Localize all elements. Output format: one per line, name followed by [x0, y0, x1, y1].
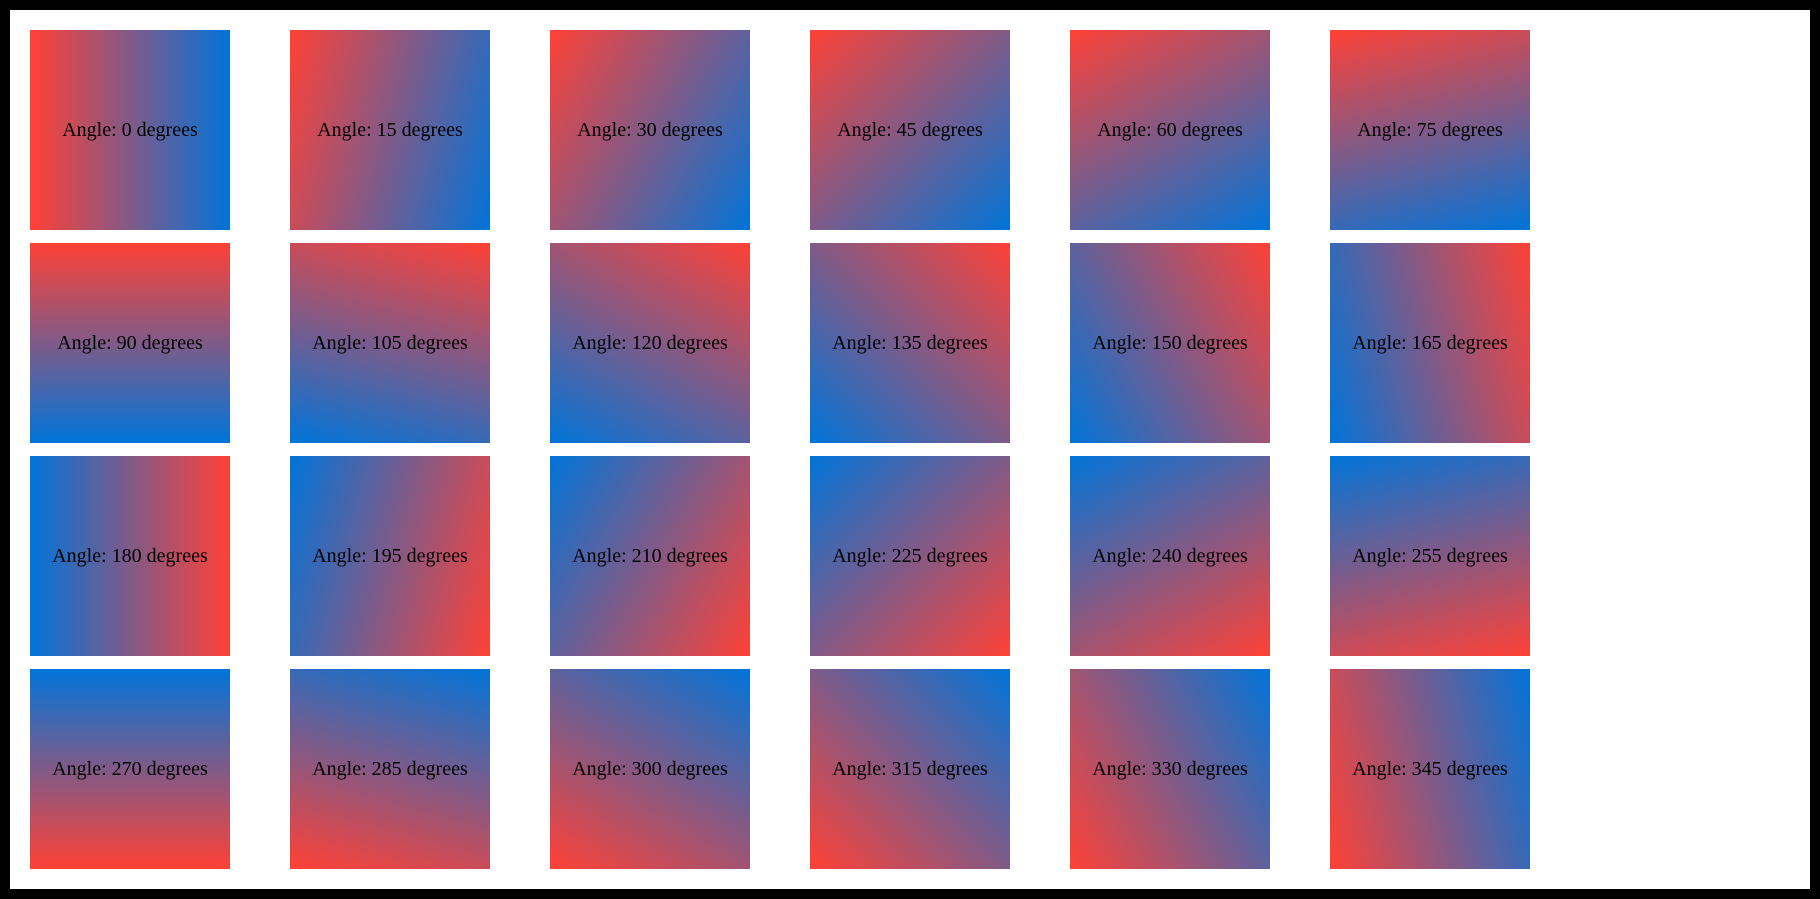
gradient-tile-label: Angle: 270 degrees: [52, 757, 208, 780]
gradient-tile: Angle: 210 degrees: [550, 456, 750, 656]
gradient-tile-label: Angle: 45 degrees: [837, 118, 983, 141]
gradient-grid: Angle: 0 degrees Angle: 15 degrees Angle…: [10, 10, 1810, 889]
gradient-tile-label: Angle: 30 degrees: [577, 118, 723, 141]
gradient-tile: Angle: 75 degrees: [1330, 30, 1530, 230]
gradient-tile: Angle: 120 degrees: [550, 243, 750, 443]
gradient-tile-label: Angle: 105 degrees: [312, 331, 468, 354]
gradient-tile-label: Angle: 0 degrees: [62, 118, 198, 141]
gradient-tile: Angle: 0 degrees: [30, 30, 230, 230]
gradient-tile-label: Angle: 195 degrees: [312, 544, 468, 567]
gradient-tile: Angle: 315 degrees: [810, 669, 1010, 869]
gradient-tile: Angle: 285 degrees: [290, 669, 490, 869]
gradient-tile: Angle: 300 degrees: [550, 669, 750, 869]
gradient-tile: Angle: 15 degrees: [290, 30, 490, 230]
gradient-tile-label: Angle: 285 degrees: [312, 757, 468, 780]
gradient-tile: Angle: 30 degrees: [550, 30, 750, 230]
gradient-tile-label: Angle: 60 degrees: [1097, 118, 1243, 141]
gradient-tile-label: Angle: 255 degrees: [1352, 544, 1508, 567]
gradient-tile-label: Angle: 90 degrees: [57, 331, 203, 354]
page-canvas: Angle: 0 degrees Angle: 15 degrees Angle…: [10, 10, 1810, 889]
gradient-tile: Angle: 60 degrees: [1070, 30, 1270, 230]
gradient-tile-label: Angle: 300 degrees: [572, 757, 728, 780]
gradient-tile: Angle: 270 degrees: [30, 669, 230, 869]
gradient-tile-label: Angle: 150 degrees: [1092, 331, 1248, 354]
gradient-tile: Angle: 255 degrees: [1330, 456, 1530, 656]
gradient-tile: Angle: 180 degrees: [30, 456, 230, 656]
gradient-tile-label: Angle: 240 degrees: [1092, 544, 1248, 567]
gradient-tile: Angle: 330 degrees: [1070, 669, 1270, 869]
gradient-tile: Angle: 345 degrees: [1330, 669, 1530, 869]
gradient-tile-label: Angle: 345 degrees: [1352, 757, 1508, 780]
gradient-tile: Angle: 105 degrees: [290, 243, 490, 443]
gradient-tile: Angle: 165 degrees: [1330, 243, 1530, 443]
gradient-tile: Angle: 135 degrees: [810, 243, 1010, 443]
gradient-tile-label: Angle: 135 degrees: [832, 331, 988, 354]
gradient-tile-label: Angle: 180 degrees: [52, 544, 208, 567]
gradient-tile-label: Angle: 225 degrees: [832, 544, 988, 567]
gradient-tile-label: Angle: 15 degrees: [317, 118, 463, 141]
gradient-tile: Angle: 45 degrees: [810, 30, 1010, 230]
gradient-tile-label: Angle: 315 degrees: [832, 757, 988, 780]
gradient-tile-label: Angle: 75 degrees: [1357, 118, 1503, 141]
gradient-tile: Angle: 240 degrees: [1070, 456, 1270, 656]
gradient-tile-label: Angle: 210 degrees: [572, 544, 728, 567]
gradient-tile-label: Angle: 330 degrees: [1092, 757, 1248, 780]
gradient-tile: Angle: 225 degrees: [810, 456, 1010, 656]
gradient-tile: Angle: 195 degrees: [290, 456, 490, 656]
gradient-tile: Angle: 90 degrees: [30, 243, 230, 443]
gradient-tile: Angle: 150 degrees: [1070, 243, 1270, 443]
gradient-tile-label: Angle: 120 degrees: [572, 331, 728, 354]
gradient-tile-label: Angle: 165 degrees: [1352, 331, 1508, 354]
